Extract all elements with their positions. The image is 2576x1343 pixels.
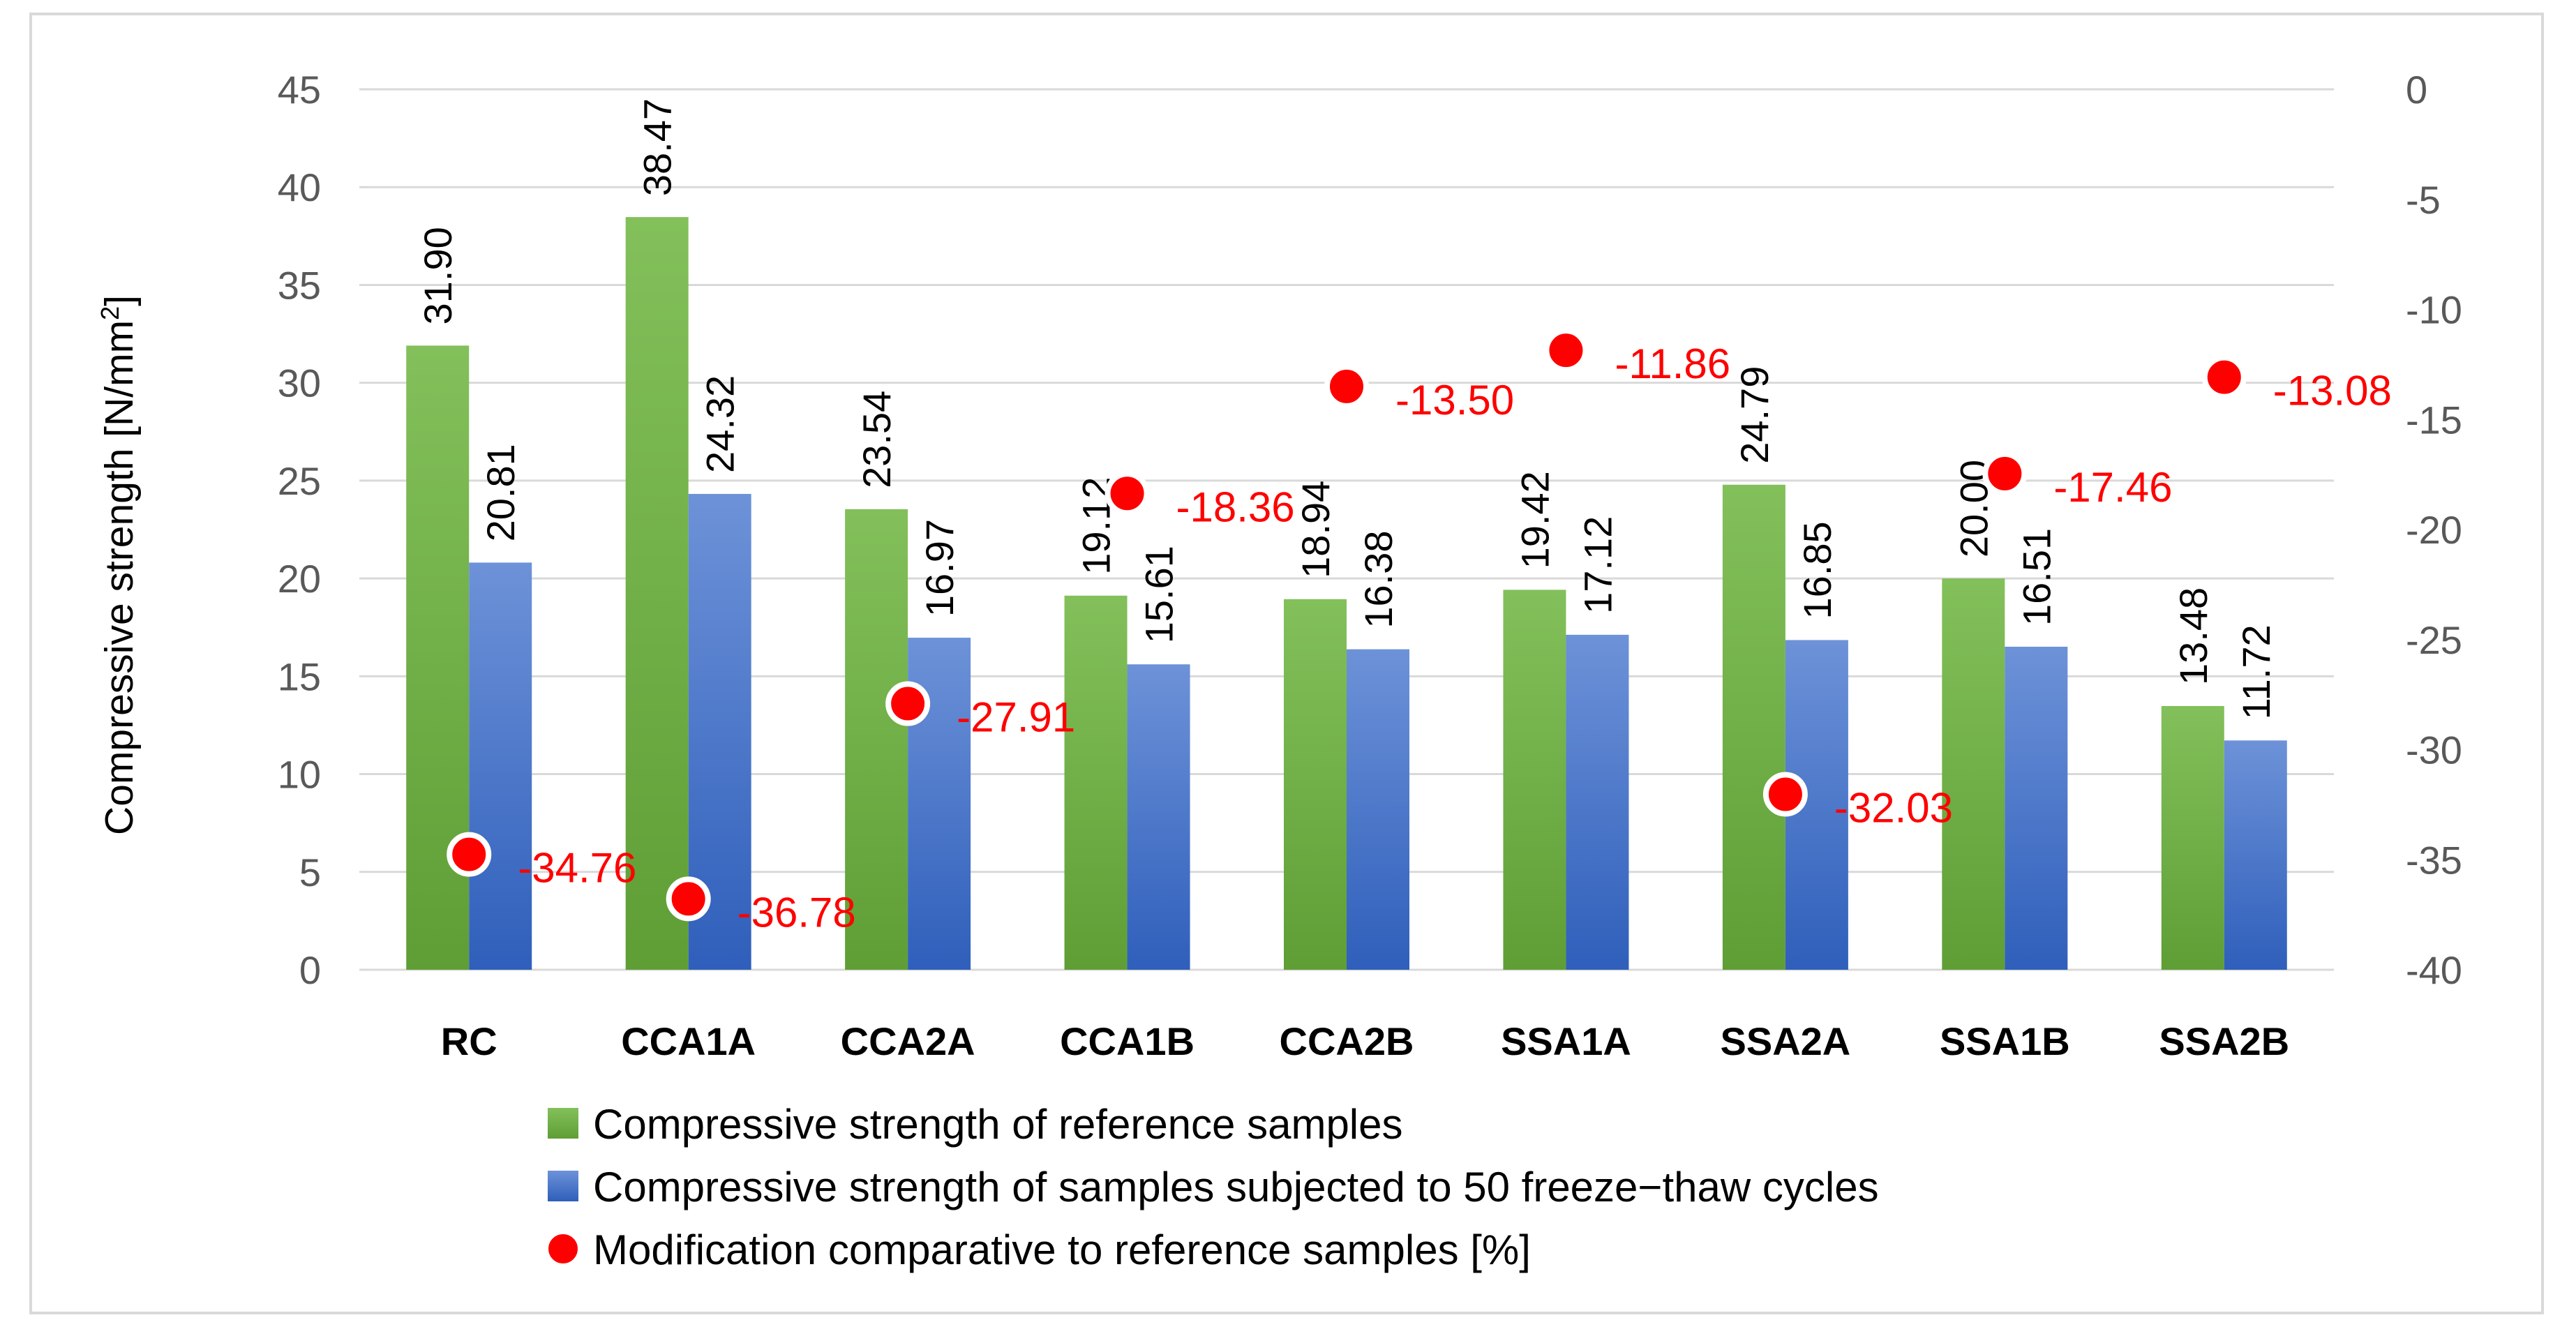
freeze-thaw-bar [1347, 649, 1409, 970]
freeze-thaw-bar [1127, 664, 1190, 970]
modification-point [666, 876, 711, 922]
freeze-thaw-bar-label: 15.61 [1137, 546, 1181, 643]
legend-label: Compressive strength of reference sample… [593, 1101, 1403, 1148]
y2-tick-label: -40 [2406, 948, 2462, 992]
modification-label: -13.08 [2273, 368, 2392, 414]
right-axis-ticks: 0 -5 -10 -15 -20 -25 -30 -35 -40 [2406, 68, 2462, 992]
reference-bar [1284, 599, 1347, 970]
legend-swatch [544, 1230, 582, 1268]
freeze-thaw-bar-label: 16.85 [1795, 521, 1839, 619]
modification-points [447, 328, 2247, 922]
y2-tick-label: 0 [2406, 68, 2427, 112]
y2-tick-label: -25 [2406, 618, 2462, 662]
y-tick-label: 35 [278, 263, 321, 307]
y2-tick-label: -30 [2406, 728, 2462, 772]
y-tick-label: 5 [299, 850, 321, 894]
legend-swatch [548, 1171, 578, 1201]
reference-bar [1503, 590, 1566, 970]
y-tick-label: 15 [278, 654, 321, 698]
freeze-thaw-bar-label: 16.38 [1356, 530, 1400, 628]
modification-label: -36.78 [737, 889, 856, 936]
freeze-thaw-bar-label: 11.72 [2234, 624, 2278, 719]
freeze-thaw-bar-label: 17.12 [1575, 516, 1619, 614]
modification-label: -34.76 [518, 845, 636, 892]
y-tick-label: 45 [278, 68, 321, 112]
reference-bar [1942, 578, 2005, 970]
category-label: RC [441, 1019, 497, 1063]
legend-label: Modification comparative to reference sa… [593, 1226, 1531, 1273]
modification-point [1543, 328, 1589, 373]
y-axis-title: Compressive strength [N/mm2] [96, 295, 142, 835]
reference-bar-label: 23.54 [855, 391, 899, 488]
modification-label: -11.86 [1615, 340, 1730, 387]
reference-bar [1722, 484, 1785, 970]
y-axis-title-text: Compressive strength [N/mm [97, 320, 142, 835]
y2-tick-label: -5 [2406, 178, 2441, 222]
y-tick-label: 10 [278, 753, 321, 797]
modification-point [1762, 772, 1808, 817]
freeze-thaw-bar [2224, 740, 2287, 970]
reference-bar-label: 13.48 [2171, 587, 2215, 685]
modification-point [1324, 363, 1369, 409]
modification-point [1982, 451, 2028, 496]
modification-label: -18.36 [1176, 483, 1295, 530]
reference-bar [2161, 705, 2224, 970]
legend: Compressive strength of reference sample… [544, 1101, 1879, 1273]
category-label: CCA2B [1280, 1019, 1414, 1063]
left-axis-ticks: 0 5 10 15 20 25 30 35 40 45 [278, 68, 321, 992]
category-label: CCA2A [841, 1019, 975, 1063]
y-tick-label: 30 [278, 361, 321, 405]
reference-bar [1064, 595, 1128, 970]
y2-tick-label: -35 [2406, 838, 2462, 882]
y-tick-label: 25 [278, 459, 321, 503]
bars [406, 217, 2287, 970]
freeze-thaw-bar-label: 16.51 [2014, 528, 2058, 626]
modification-label: -32.03 [1834, 785, 1953, 832]
legend-label: Compressive strength of samples subjecte… [593, 1164, 1879, 1210]
freeze-thaw-bar-label: 16.97 [918, 519, 961, 617]
modification-label: -17.46 [2053, 464, 2172, 511]
y-axis-title-superscript: 2 [96, 306, 124, 320]
reference-bar-label: 38.47 [636, 98, 680, 196]
category-label: SSA2A [1721, 1019, 1851, 1063]
category-label: SSA1B [1940, 1019, 2070, 1063]
reference-bar [625, 217, 689, 970]
freeze-thaw-bar-label: 24.32 [698, 375, 742, 473]
reference-bar [845, 509, 908, 970]
modification-point [2201, 354, 2247, 400]
category-labels: RC CCA1A CCA2A CCA1B CCA2B SSA1A SSA2A SSA1B SSA… [441, 1019, 2289, 1063]
modification-labels: -34.76 -36.78 -27.91 -18.36 -13.50 -11.86 -32.… [518, 340, 2392, 936]
modification-point [1104, 471, 1150, 516]
category-label: CCA1B [1060, 1019, 1195, 1063]
y-axis-title-close: ] [97, 295, 142, 306]
modification-point [885, 681, 931, 726]
reference-bar-label: 31.90 [416, 227, 460, 324]
category-label: CCA1A [621, 1019, 756, 1063]
y-tick-label: 0 [299, 948, 321, 992]
freeze-thaw-bar-label: 20.81 [479, 444, 523, 541]
reference-bar-label: 18.94 [1294, 481, 1338, 578]
modification-label: -27.91 [957, 694, 1075, 741]
y2-tick-label: -10 [2406, 288, 2462, 332]
freeze-thaw-bar [469, 562, 532, 970]
y2-tick-label: -20 [2406, 508, 2462, 552]
y-tick-label: 20 [278, 557, 321, 601]
y2-tick-label: -15 [2406, 398, 2462, 442]
modification-point [447, 832, 492, 877]
legend-swatch [548, 1108, 578, 1139]
reference-bar [406, 345, 470, 970]
category-label: SSA2B [2159, 1019, 2289, 1063]
modification-label: -13.50 [1395, 377, 1514, 423]
reference-bar-label: 19.42 [1513, 471, 1557, 569]
y-tick-label: 40 [278, 165, 321, 209]
freeze-thaw-bar [1566, 634, 1629, 970]
freeze-thaw-bar [2005, 646, 2068, 970]
category-label: SSA1A [1501, 1019, 1631, 1063]
reference-bar-label: 24.79 [1732, 366, 1776, 464]
